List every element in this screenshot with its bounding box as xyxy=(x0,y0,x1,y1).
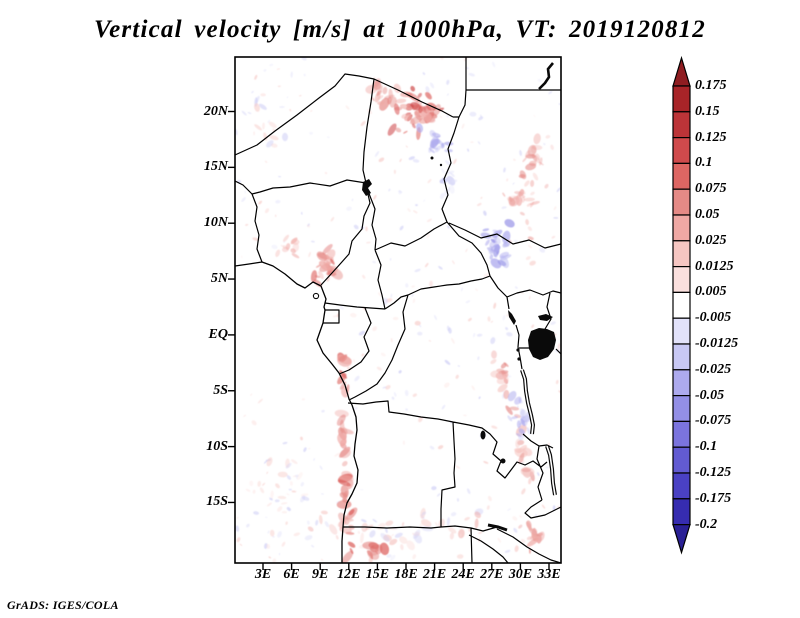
colorbar-label: 0.125 xyxy=(695,129,727,145)
y-tick-label: 10S xyxy=(206,438,228,454)
y-tick-label: 15N xyxy=(203,159,228,175)
lake-kivu-icon xyxy=(517,357,521,361)
coastline xyxy=(235,261,359,563)
colorbar-segment xyxy=(672,85,691,113)
y-tick-label: 20N xyxy=(203,103,228,119)
lake-bangweulu-icon xyxy=(500,458,506,464)
colorbar-label: 0.15 xyxy=(695,103,720,119)
colorbar-label: -0.05 xyxy=(695,387,725,403)
x-tick-label: 18E xyxy=(394,567,418,582)
colorbar-label: 0.175 xyxy=(695,78,727,93)
axis-ticks xyxy=(228,110,550,570)
colorbar-segment xyxy=(672,291,691,319)
nile-river xyxy=(538,62,554,90)
colorbar-label: -0.175 xyxy=(695,490,732,506)
lake-kyoga-icon xyxy=(538,314,553,321)
colorbar-label: 0.0125 xyxy=(695,258,734,274)
colorbar-segment xyxy=(672,420,691,448)
colorbar-label: 0.1 xyxy=(695,155,713,171)
colorbar-label: -0.005 xyxy=(695,310,732,326)
map-overlays xyxy=(235,57,561,563)
colorbar-label: 0.075 xyxy=(695,181,727,197)
colorbar-segment xyxy=(672,446,691,474)
colorbar-segment xyxy=(672,162,691,190)
colorbar-arrow-down xyxy=(672,523,691,555)
attribution-text: GrADS: IGES/COLA xyxy=(7,598,119,612)
colorbar-segment xyxy=(672,214,691,242)
colorbar-label: 0.05 xyxy=(695,207,720,222)
map-frame xyxy=(234,56,562,564)
lake-tanganyika-inner xyxy=(521,369,534,435)
lake-albert-icon xyxy=(508,310,516,325)
colorbar-segment xyxy=(672,395,691,423)
bioko-island-icon xyxy=(312,292,320,300)
sudan-dot xyxy=(439,163,443,167)
lake-mweru-icon xyxy=(480,430,486,440)
colorbar-segment xyxy=(672,498,691,526)
x-tick-label: 27E xyxy=(480,567,504,582)
colorbar-segment xyxy=(672,188,691,216)
lake-edward-icon xyxy=(516,348,520,352)
colorbar-label: -0.1 xyxy=(695,439,718,455)
colorbar-label: -0.075 xyxy=(695,413,732,429)
x-tick-label: 21E xyxy=(422,567,447,582)
colorbar-label: 0.025 xyxy=(695,232,727,248)
colorbar-arrow-up xyxy=(672,55,691,87)
colorbar-segment xyxy=(672,266,691,294)
colorbar-label: -0.2 xyxy=(695,516,718,532)
colorbar-segment xyxy=(672,317,691,345)
x-tick-label: 30E xyxy=(508,567,533,582)
colorbar-label: -0.125 xyxy=(695,465,732,480)
x-tick-label: 9E xyxy=(312,567,329,582)
lake-malawi-inner xyxy=(546,445,556,496)
colorbar-label: -0.0125 xyxy=(695,336,739,351)
colorbar-segment xyxy=(672,472,691,500)
lakes xyxy=(312,62,557,532)
x-tick-label: 15E xyxy=(365,567,390,582)
x-tick-label: 6E xyxy=(283,567,300,582)
colorbar-segment xyxy=(672,111,691,139)
colorbar-segment xyxy=(672,343,691,371)
colorbar-label: -0.025 xyxy=(695,361,732,377)
plot-title: Vertical velocity [m/s] at 1000hPa, VT: … xyxy=(94,16,706,43)
colorbar-segment xyxy=(672,369,691,397)
x-tick-label: 24E xyxy=(451,567,475,582)
y-tick-label: 15S xyxy=(206,494,228,510)
x-tick-label: 12E xyxy=(337,567,361,582)
x-tick-label: 33E xyxy=(537,567,561,582)
x-tick-label: 3E xyxy=(254,567,272,582)
y-tick-label: 5N xyxy=(210,271,228,287)
y-tick-label: 5S xyxy=(213,382,228,398)
colorbar-segment xyxy=(672,240,691,268)
colorbar-label: 0.005 xyxy=(695,284,727,300)
lake-kariba-icon xyxy=(487,523,508,532)
vertical-velocity-field xyxy=(235,57,561,563)
colorbar xyxy=(672,55,691,555)
sudan-dot xyxy=(430,156,434,160)
y-tick-label: EQ xyxy=(208,326,228,342)
lake-victoria-icon xyxy=(528,328,556,360)
colorbar-segment xyxy=(672,137,691,165)
country-borders xyxy=(235,57,561,563)
y-tick-label: 10N xyxy=(203,215,228,231)
lake-chad-icon xyxy=(362,179,372,196)
